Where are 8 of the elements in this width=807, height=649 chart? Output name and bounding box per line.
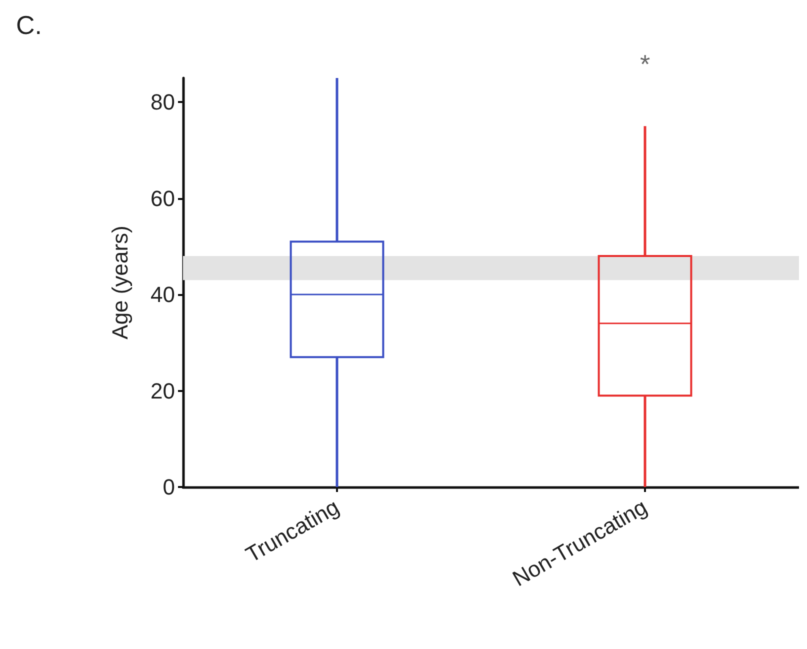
annotation: * (640, 49, 650, 79)
y-tick-label: 0 (162, 474, 175, 500)
y-tick-label: 60 (150, 186, 175, 211)
y-tick-label: 20 (150, 378, 175, 404)
chart-title: C. (16, 10, 42, 40)
y-axis-title: Age (years) (108, 226, 132, 340)
y-tick-label: 40 (150, 282, 175, 308)
y-tick-label: 80 (150, 90, 175, 115)
